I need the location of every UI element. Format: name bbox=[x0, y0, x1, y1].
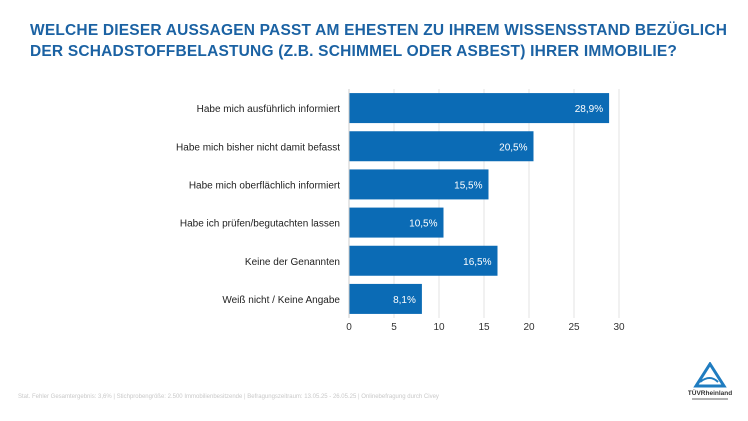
data-label: 10,5% bbox=[409, 219, 437, 230]
bar bbox=[349, 283, 422, 314]
data-label: 15,5% bbox=[454, 180, 482, 191]
data-label: 8,1% bbox=[393, 295, 416, 306]
x-tick-label: 25 bbox=[568, 322, 580, 333]
data-label: 20,5% bbox=[499, 142, 527, 153]
category-label: Weiß nicht / Keine Angabe bbox=[222, 295, 340, 306]
category-label: Habe ich prüfen/begutachten lassen bbox=[180, 219, 340, 230]
x-tick-label: 30 bbox=[613, 322, 625, 333]
bar bbox=[349, 245, 498, 276]
category-label: Habe mich ausführlich informiert bbox=[197, 104, 341, 115]
chart-title: WELCHE DIESER AUSSAGEN PASST AM EHESTEN … bbox=[30, 22, 728, 60]
category-label: Habe mich oberflächlich informiert bbox=[189, 180, 340, 191]
footer-note: Stat. Fehler Gesamtergebnis: 3,6% | Stic… bbox=[18, 394, 439, 400]
bar bbox=[349, 169, 489, 200]
data-label: 16,5% bbox=[463, 257, 491, 268]
bar bbox=[349, 93, 610, 124]
data-label: 28,9% bbox=[575, 104, 603, 115]
x-tick-label: 5 bbox=[391, 322, 397, 333]
x-tick-label: 0 bbox=[346, 322, 352, 333]
x-tick-label: 15 bbox=[478, 322, 490, 333]
svg-text:TÜVRheinland: TÜVRheinland bbox=[688, 388, 732, 397]
x-tick-label: 20 bbox=[523, 322, 535, 333]
bar bbox=[349, 207, 444, 238]
tuv-rheinland-logo: TÜVRheinland bbox=[688, 362, 732, 400]
category-label: Keine der Genannten bbox=[245, 257, 340, 268]
x-tick-label: 10 bbox=[433, 322, 445, 333]
bar bbox=[349, 131, 534, 162]
category-label: Habe mich bisher nicht damit befasst bbox=[176, 142, 340, 153]
